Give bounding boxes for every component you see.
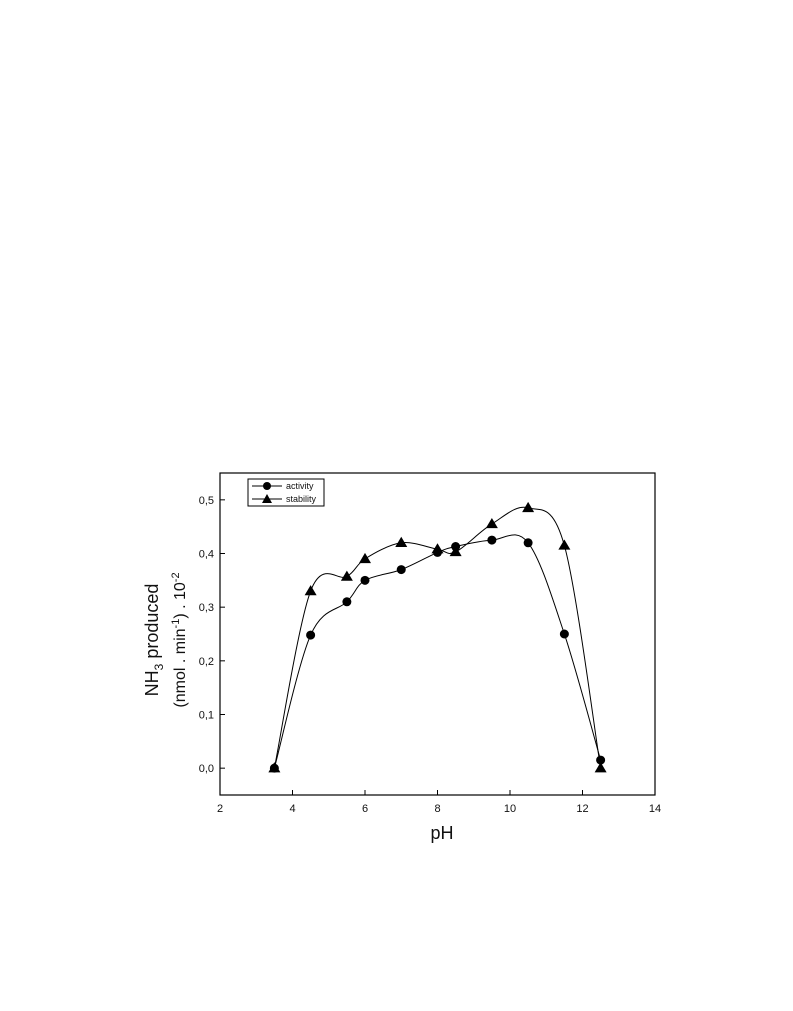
- data-point-activity: [487, 535, 497, 545]
- legend-box: [247, 478, 325, 507]
- x-tick-label: 2: [217, 803, 223, 815]
- x-tick-label: 12: [576, 803, 588, 815]
- x-tick-label: 14: [649, 803, 661, 815]
- data-point-activity: [342, 597, 352, 607]
- data-point-stability: [431, 543, 444, 554]
- legend-label-stability: stability: [286, 494, 317, 504]
- data-point-activity: [306, 630, 316, 640]
- data-point-stability: [449, 545, 462, 557]
- y-axis-title-line1: NH3 produced: [142, 584, 166, 697]
- x-tick-label: 8: [434, 803, 440, 815]
- legend: activity stability: [247, 478, 325, 507]
- data-point-stability: [340, 570, 353, 581]
- data-point-stability: [594, 762, 607, 773]
- x-axis-title: pH: [430, 823, 453, 843]
- data-point-activity: [596, 755, 606, 765]
- y-tick-label: 0,4: [199, 549, 214, 561]
- data-point-stability: [522, 501, 535, 513]
- data-point-stability: [304, 585, 317, 596]
- y-tick-label: 0,2: [199, 656, 214, 668]
- data-point-stability: [558, 539, 571, 550]
- data-point-stability: [485, 517, 498, 529]
- x-tick-label: 4: [289, 803, 295, 815]
- y-tick-label: 0,0: [199, 763, 214, 775]
- legend-marker-stability: [262, 494, 272, 503]
- data-point-stability: [268, 762, 281, 773]
- data-point-stability: [359, 552, 371, 564]
- y-tick-label: 0,3: [199, 602, 214, 614]
- data-point-activity: [360, 575, 370, 585]
- x-tick-label: 10: [504, 803, 516, 815]
- data-point-activity: [559, 629, 569, 639]
- legend-marker-activity: [263, 482, 271, 490]
- legend-label-activity: activity: [286, 481, 314, 491]
- y-tick-label: 0,1: [199, 710, 214, 722]
- x-axis: 2 4 6 8 10 12 14: [217, 790, 661, 815]
- data-point-activity: [396, 565, 406, 575]
- series-line-activity: [273, 534, 602, 769]
- series-markers: [268, 501, 607, 773]
- data-point-stability: [395, 536, 408, 547]
- plot-frame: [219, 472, 656, 796]
- y-axis: 0,0 0,1 0,2 0,3 0,4 0,5: [199, 495, 225, 775]
- y-tick-label: 0,5: [199, 495, 214, 507]
- y-axis-title-line2: (nmol . min-1) . 10-2: [170, 572, 189, 707]
- x-tick-label: 6: [362, 803, 368, 815]
- data-point-activity: [523, 538, 533, 548]
